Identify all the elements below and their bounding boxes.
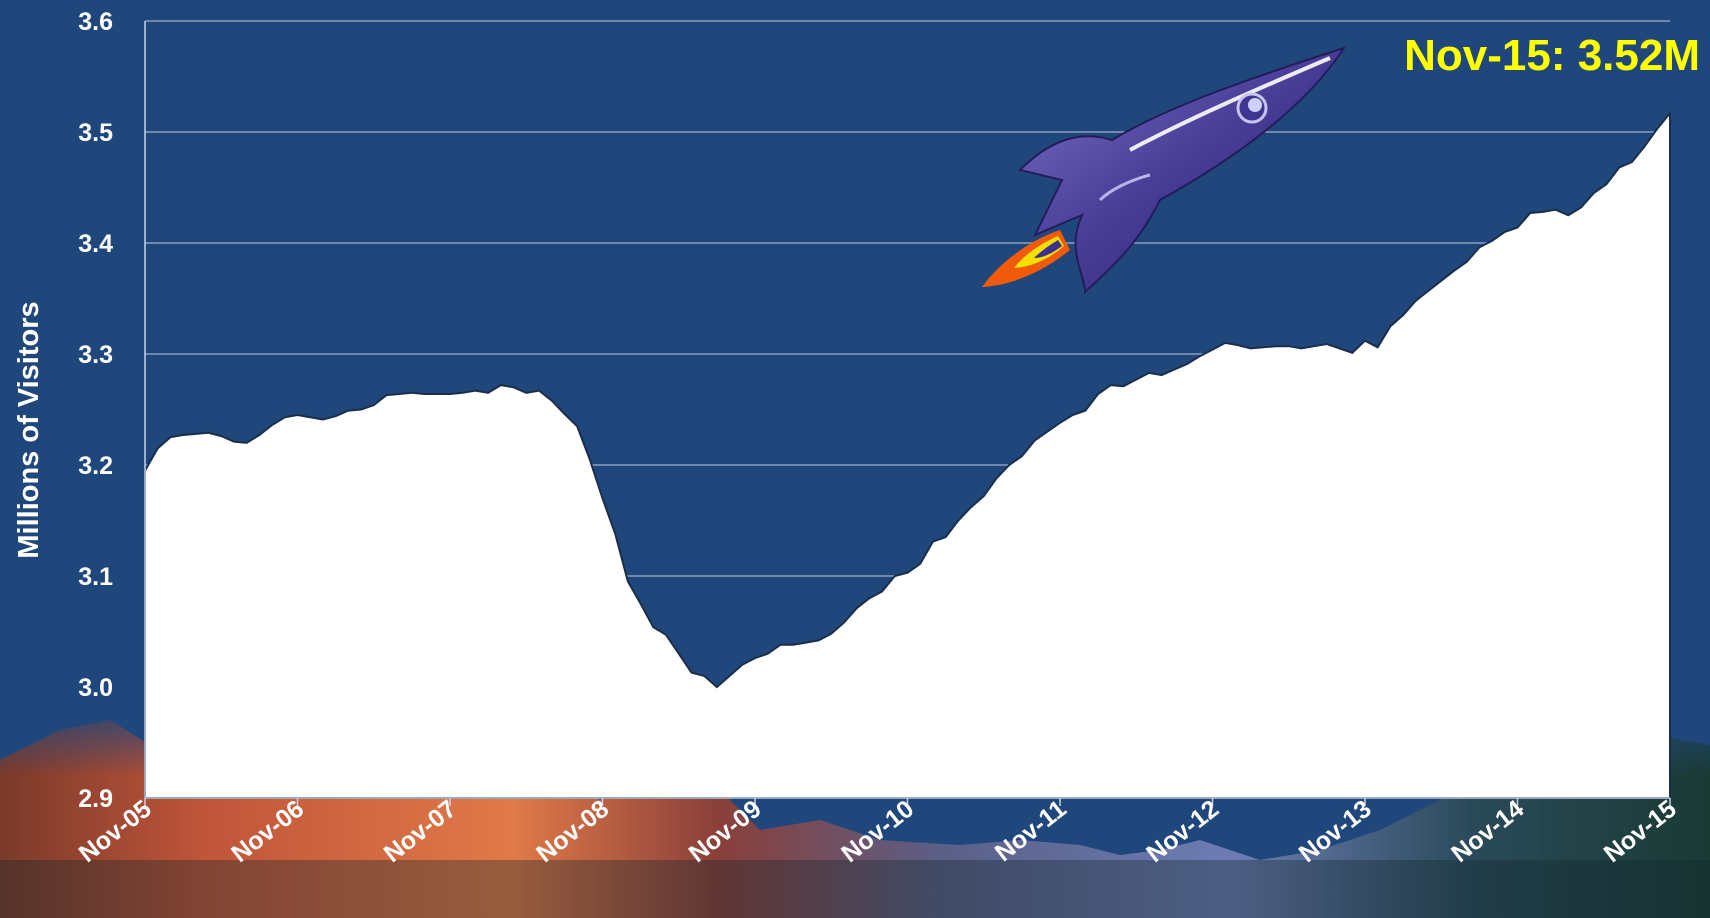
visitors-area [144,110,1671,799]
y-tick-label-7: 3.6 [78,8,113,36]
y-axis-ticks: 2.9 3.0 3.1 3.2 3.3 3.4 3.5 3.6 [78,8,113,813]
area-series [144,110,1671,799]
y-axis-title: Millions of Visitors [13,301,45,558]
y-tick-label-5: 3.4 [78,230,113,258]
rocket-icon [982,46,1347,295]
y-tick-label-6: 3.5 [78,119,113,147]
latest-value-callout: Nov-15: 3.52M [1404,31,1700,80]
y-tick-label-3: 3.2 [78,452,113,480]
y-tick-label-0: 2.9 [78,785,113,813]
y-tick-label-1: 3.0 [78,674,113,702]
y-tick-label-4: 3.3 [78,341,113,369]
y-tick-label-2: 3.1 [78,563,113,591]
